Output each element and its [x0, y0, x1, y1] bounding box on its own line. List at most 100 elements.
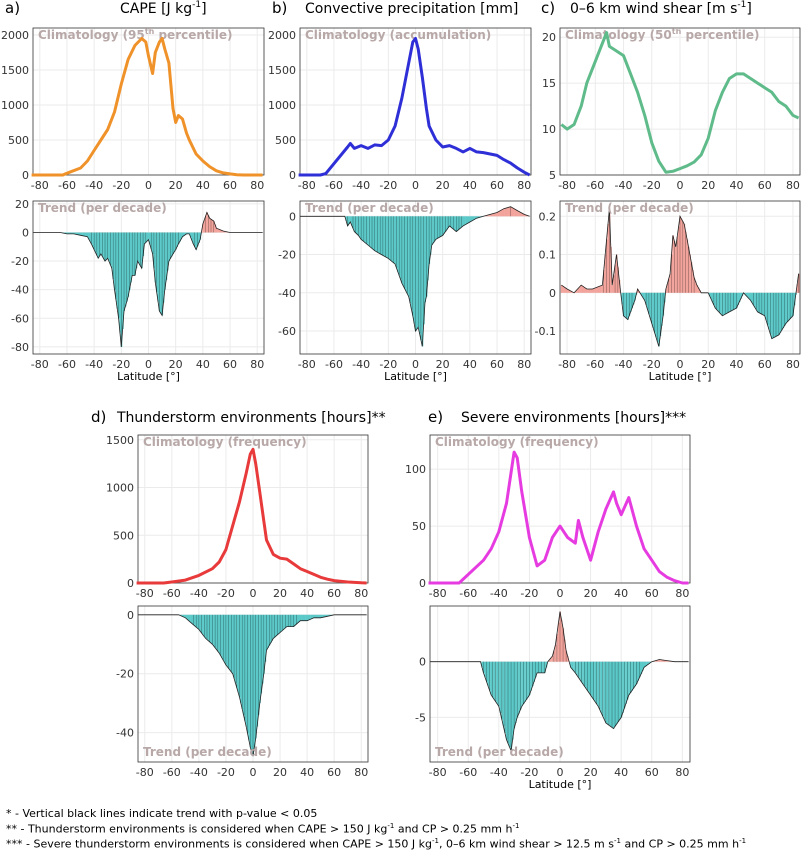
x-tick-label: 20 [584, 587, 598, 600]
trend-bar [251, 615, 253, 752]
trend-bar [627, 662, 629, 700]
x-tick-label: 40 [300, 766, 314, 779]
trend-bar [615, 662, 617, 727]
x-axis-label: Latitude [°] [649, 370, 712, 383]
trend-bar [612, 285, 614, 293]
x-tick-label: -40 [190, 587, 208, 600]
panel-e: e)Severe environments [hours]***050100Cl… [405, 408, 690, 791]
footnote-pvalue: * - Vertical black lines indicate trend … [6, 807, 317, 820]
x-tick-label: -80 [558, 179, 576, 192]
x-tick-label: 20 [436, 179, 450, 192]
trend-bar [783, 293, 785, 328]
trend-bar [286, 615, 288, 627]
x-tick-label: -40 [490, 766, 508, 779]
x-tick-label: 60 [645, 766, 659, 779]
trend-bar [675, 247, 677, 293]
y-tick-label: 0 [22, 226, 29, 239]
trend-bar [770, 293, 772, 334]
trend-bar [590, 662, 592, 695]
trend-bar [773, 293, 775, 338]
trend-bar [507, 662, 509, 744]
trend-bar [468, 216, 470, 223]
x-tick-label: 60 [490, 179, 504, 192]
trend-bar [461, 216, 463, 227]
trend-bar [651, 293, 653, 324]
trend-bar [607, 224, 609, 293]
trend-bar [681, 219, 683, 293]
trend-bar [625, 662, 627, 704]
trend-bar [763, 293, 765, 315]
trend-bar [109, 233, 111, 262]
trend-bar [307, 615, 309, 621]
trend-bar [246, 615, 248, 727]
trend-bar [144, 233, 146, 244]
x-tick-label: 0 [145, 179, 152, 192]
trend-bar [304, 615, 306, 621]
trend-bar [589, 662, 591, 693]
x-tick-label: -40 [85, 358, 103, 371]
trend-bar [454, 216, 456, 230]
y-tick-label: 2000 [268, 29, 296, 42]
trend-bar [521, 662, 523, 707]
trend-bar [95, 233, 97, 253]
y-tick-label: 5 [549, 169, 556, 182]
trend-bar [537, 662, 539, 673]
x-tick-label: -60 [325, 358, 343, 371]
x-tick-label: -80 [136, 587, 154, 600]
y-tick-label: -60 [278, 325, 296, 338]
y-tick-label: 1000 [106, 482, 134, 495]
trend-bar [486, 662, 488, 682]
trend-label: Trend (per decade) [38, 201, 167, 215]
x-tick-label: -40 [615, 358, 633, 371]
x-tick-label: -60 [58, 358, 76, 371]
x-tick-label: -40 [490, 587, 508, 600]
trend-bar [117, 233, 119, 309]
trend-bar [627, 293, 629, 320]
trend-bar [515, 662, 517, 723]
y-tick-label: 20 [15, 198, 29, 211]
trend-bar [384, 216, 386, 256]
trend-bar [599, 286, 601, 293]
y-tick-label: -20 [278, 249, 296, 262]
trend-bar [301, 615, 303, 621]
trend-bar [715, 293, 717, 308]
x-tick-label: -40 [615, 179, 633, 192]
trend-bar [197, 615, 199, 629]
x-tick-label: 40 [463, 358, 477, 371]
x-tick-label: 0 [250, 587, 257, 600]
y-tick-label: 0 [289, 169, 296, 182]
trend-bar [722, 293, 724, 316]
trend-bar [572, 662, 574, 669]
trend-bar [585, 662, 587, 689]
trend-bar [130, 233, 132, 283]
trend-bar [595, 288, 597, 293]
trend-bar [125, 233, 127, 307]
trend-bar [725, 293, 727, 314]
trend-bar [292, 615, 294, 627]
trend-label: Trend (per decade) [143, 745, 272, 759]
x-tick-label: -40 [85, 179, 103, 192]
trend-bar [723, 293, 725, 315]
climatology-label: Climatology (frequency) [143, 435, 307, 449]
x-tick-label: 60 [490, 358, 504, 371]
trend-bar [460, 216, 462, 228]
y-tick-label: 500 [8, 134, 29, 147]
trend-bar [599, 662, 601, 710]
x-tick-label: -60 [325, 179, 343, 192]
trend-bar [524, 662, 526, 702]
trend-bar [750, 293, 752, 301]
x-tick-label: -60 [459, 587, 477, 600]
trend-bar [610, 662, 612, 727]
trend-bar [441, 216, 443, 236]
climatology-label: Climatology (frequency) [435, 435, 599, 449]
trend-bar [601, 662, 603, 713]
trend-bar [526, 662, 528, 700]
x-tick-label: 20 [169, 179, 183, 192]
trend-label: Trend (per decade) [565, 201, 694, 215]
trend-bar [582, 286, 584, 293]
trend-bar [735, 293, 737, 309]
trend-bar [678, 227, 680, 293]
trend-bar [497, 662, 499, 704]
trend-bar [192, 615, 194, 624]
